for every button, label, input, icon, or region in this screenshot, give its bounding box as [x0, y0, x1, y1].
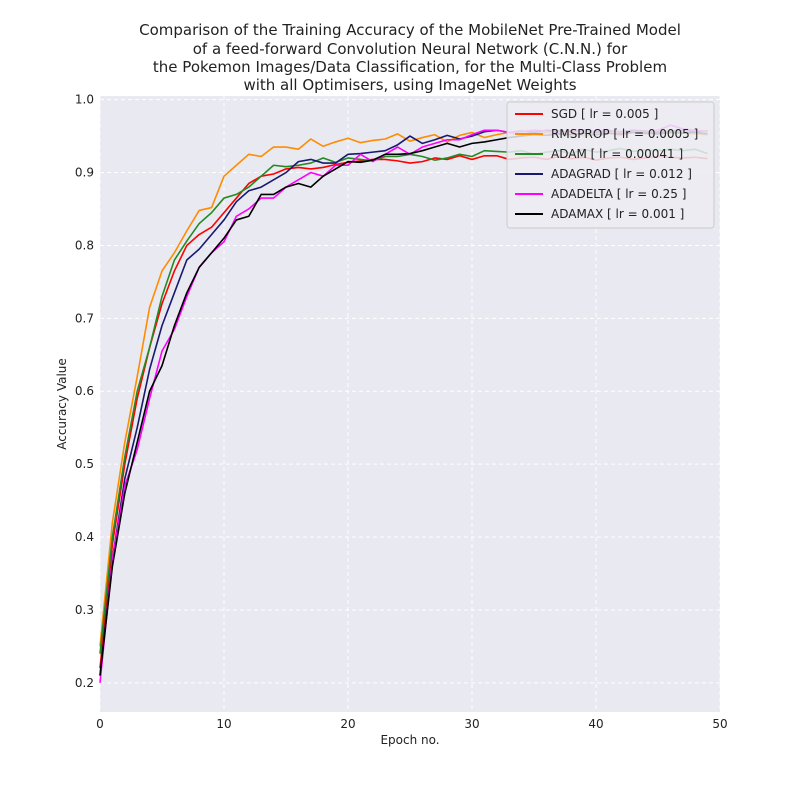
grid-lines [99, 96, 721, 712]
legend-box [506, 101, 715, 229]
y-axis-label: Accuracy Value [55, 358, 69, 450]
legend-entry: ADADELTA [ lr = 0.25 ] [551, 187, 686, 201]
y-tick-label: 0.4 [75, 530, 94, 544]
x-tick-label: 10 [216, 717, 231, 731]
y-tick-label: 0.3 [75, 603, 94, 617]
x-tick-label: 40 [588, 717, 603, 731]
y-tick-label: 0.8 [75, 238, 94, 252]
legend-entry: ADAGRAD [ lr = 0.012 ] [551, 167, 692, 181]
axis-ticks: 0 10 20 30 40 50 0.2 0.3 0.4 0.5 0.6 0.7 0.8 0.9 1.0 [75, 93, 728, 731]
title-line-2: of a feed-forward Convolution Neural Net… [193, 40, 628, 58]
y-tick-label: 0.9 [75, 166, 94, 180]
x-tick-label: 50 [712, 717, 727, 731]
legend-entry: ADAM [ lr = 0.00041 ] [551, 147, 683, 161]
y-tick-label: 0.7 [75, 311, 94, 325]
chart-title: Comparison of the Training Accuracy of t… [139, 21, 681, 94]
x-axis-label: Epoch no. [380, 733, 439, 747]
title-line-4: with all Optimisers, using ImageNet Weig… [243, 76, 576, 94]
legend: SGD [ lr = 0.005 ] RMSPROP [ lr = 0.0005 … [506, 101, 715, 229]
x-tick-label: 0 [96, 717, 104, 731]
legend-entry: RMSPROP [ lr = 0.0005 ] [551, 127, 698, 141]
x-tick-label: 30 [464, 717, 479, 731]
y-tick-label: 1.0 [75, 93, 94, 107]
legend-entry: ADAMAX [ lr = 0.001 ] [551, 207, 684, 221]
title-line-3: the Pokemon Images/Data Classification, … [153, 58, 667, 76]
y-tick-label: 0.5 [75, 457, 94, 471]
x-tick-label: 20 [340, 717, 355, 731]
y-tick-label: 0.6 [75, 384, 94, 398]
title-line-1: Comparison of the Training Accuracy of t… [139, 21, 681, 39]
legend-entry: SGD [ lr = 0.005 ] [551, 107, 658, 121]
y-tick-label: 0.2 [75, 676, 94, 690]
